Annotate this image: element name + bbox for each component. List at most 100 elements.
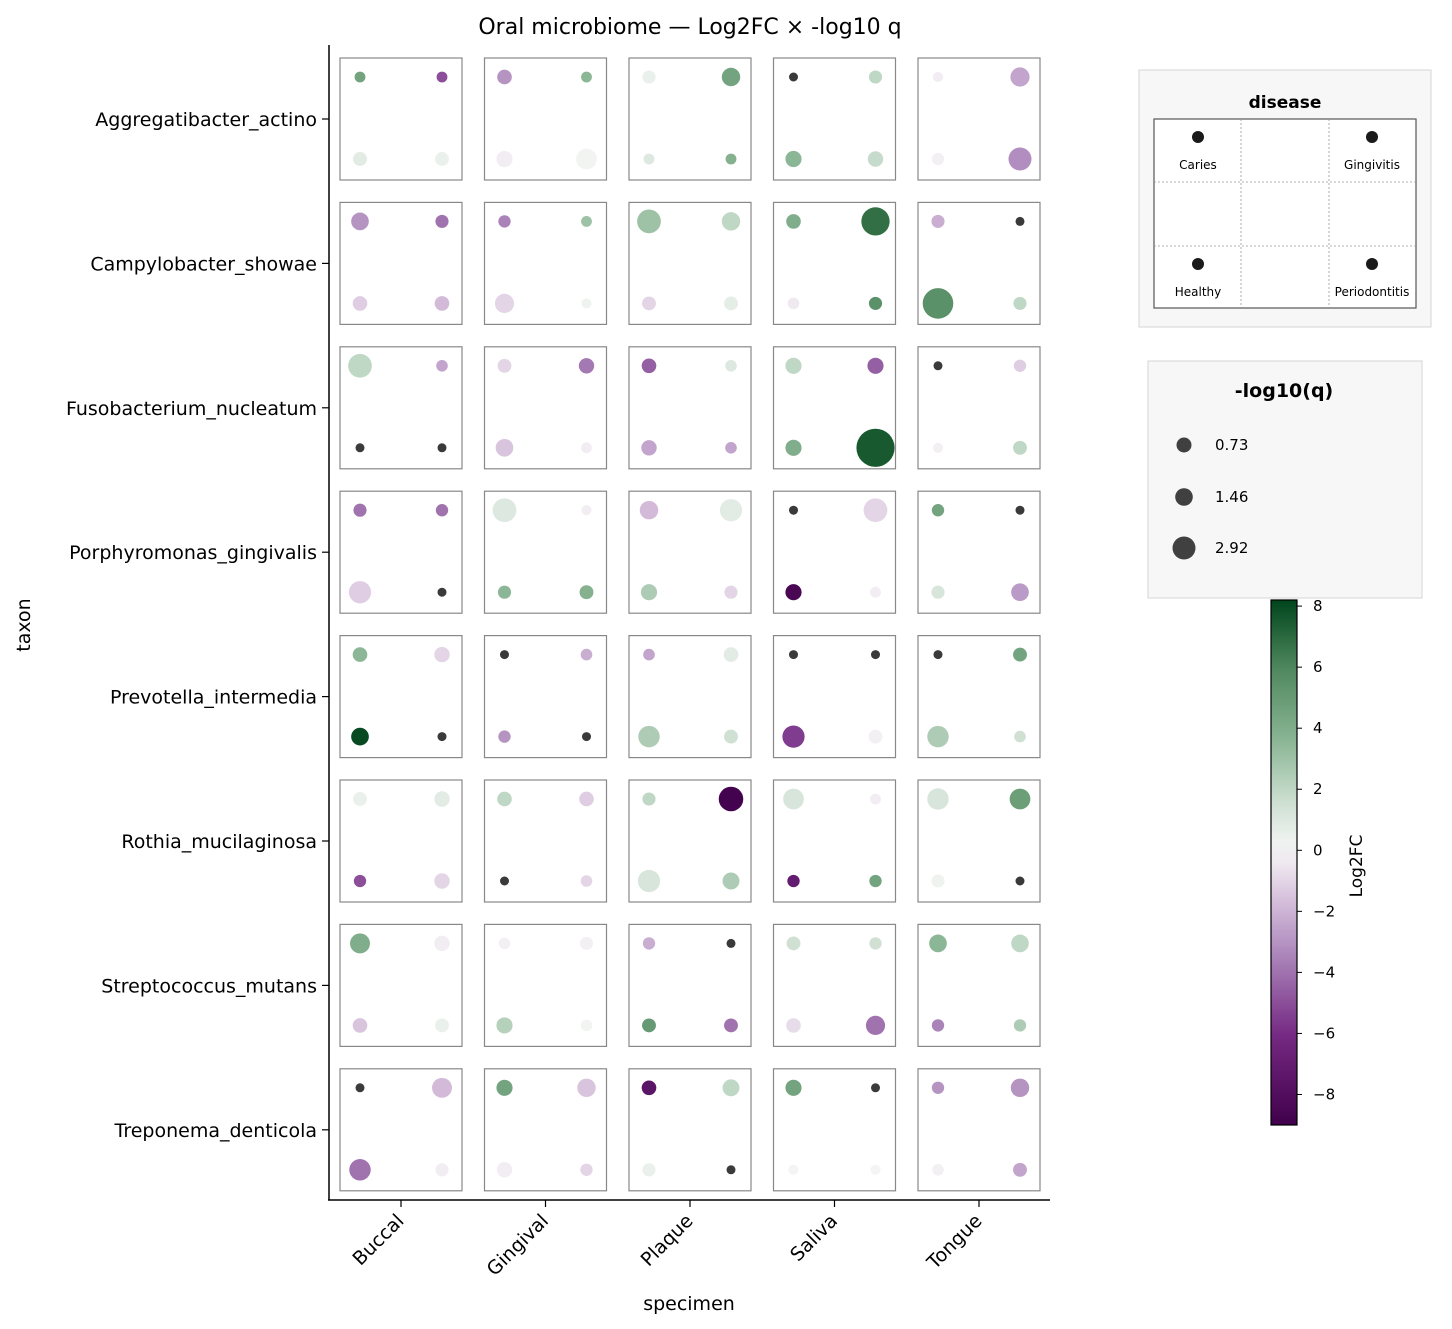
cell-grid xyxy=(339,57,1041,1192)
point-periodontitis xyxy=(724,585,738,599)
cell-Streptococcus_mutans-Tongue xyxy=(917,923,1041,1048)
disease-dot-gingivitis xyxy=(1366,131,1378,143)
point-caries xyxy=(498,215,511,228)
point-periodontitis xyxy=(856,428,895,467)
point-gingivitis xyxy=(863,498,888,523)
point-caries xyxy=(642,937,656,950)
size-legend-frame xyxy=(1147,360,1423,599)
size-legend-label-medium: 1.46 xyxy=(1215,488,1248,506)
y-tick-label: Prevotella_intermedia xyxy=(110,687,317,709)
point-caries xyxy=(354,71,366,83)
point-caries xyxy=(786,936,801,951)
x-axis-label: specimen xyxy=(643,1293,735,1315)
point-gingivitis xyxy=(435,214,449,228)
colorbar-tick-label: 4 xyxy=(1313,719,1323,737)
cell-Streptococcus_mutans-Plaque xyxy=(628,923,752,1048)
point-gingivitis xyxy=(1010,1078,1030,1098)
point-gingivitis xyxy=(436,360,448,372)
point-healthy xyxy=(352,296,368,311)
cell-Porphyromonas_gingivalis-Plaque xyxy=(628,490,752,614)
point-gingivitis xyxy=(1015,505,1025,515)
point-periodontitis xyxy=(722,872,740,890)
point-periodontitis xyxy=(1015,876,1025,886)
point-caries xyxy=(497,791,512,807)
point-caries xyxy=(931,214,945,228)
point-healthy xyxy=(922,288,954,319)
point-gingivitis xyxy=(581,505,592,516)
cell-Campylobacter_showae-Gingival xyxy=(483,201,608,325)
point-gingivitis xyxy=(580,648,593,661)
point-gingivitis xyxy=(579,936,594,950)
cell-Prevotella_intermedia-Gingival xyxy=(483,634,608,759)
point-periodontitis xyxy=(581,442,592,454)
point-periodontitis xyxy=(1014,730,1026,743)
point-periodontitis xyxy=(867,151,884,167)
point-caries xyxy=(932,71,944,83)
point-periodontitis xyxy=(726,1165,736,1175)
point-caries xyxy=(498,937,511,950)
point-caries xyxy=(637,209,661,234)
cell-Prevotella_intermedia-Buccal xyxy=(339,634,463,759)
point-gingivitis xyxy=(581,71,592,83)
point-periodontitis xyxy=(1008,147,1032,171)
point-periodontitis xyxy=(435,152,449,166)
colorbar-tick-label: −8 xyxy=(1313,1085,1335,1103)
point-healthy xyxy=(496,1162,513,1178)
point-healthy xyxy=(637,869,661,893)
point-healthy xyxy=(642,296,656,311)
point-healthy xyxy=(643,153,655,165)
disease-legend-title: disease xyxy=(1249,93,1322,113)
point-caries xyxy=(933,650,943,660)
y-tick-label: Fusobacterium_nucleatum xyxy=(66,398,317,420)
point-gingivitis xyxy=(579,791,594,807)
point-gingivitis xyxy=(1013,647,1027,662)
cell-Streptococcus_mutans-Buccal xyxy=(339,923,463,1048)
point-periodontitis xyxy=(1013,440,1027,455)
point-gingivitis xyxy=(871,650,880,660)
disease-label-gingivitis: Gingivitis xyxy=(1344,158,1400,172)
point-caries xyxy=(931,1081,945,1094)
point-caries xyxy=(639,500,659,520)
point-gingivitis xyxy=(725,360,737,372)
point-healthy xyxy=(494,293,515,313)
point-caries xyxy=(789,72,798,82)
point-periodontitis xyxy=(582,732,591,742)
point-healthy xyxy=(352,1018,368,1033)
cell-Porphyromonas_gingivalis-Saliva xyxy=(772,490,897,614)
point-periodontitis xyxy=(1013,1019,1027,1032)
cell-Aggregatibacter_actino-Gingival xyxy=(483,57,608,181)
y-tick-label: Treponema_denticola xyxy=(114,1120,317,1142)
point-healthy xyxy=(500,876,509,886)
point-healthy xyxy=(788,1164,799,1175)
point-gingivitis xyxy=(870,793,881,805)
point-periodontitis xyxy=(435,1018,449,1033)
point-caries xyxy=(353,503,367,517)
point-periodontitis xyxy=(580,875,593,887)
cell-Campylobacter_showae-Tongue xyxy=(917,201,1041,325)
colorbar-fill xyxy=(1270,599,1298,1126)
point-gingivitis xyxy=(1009,788,1031,810)
cell-Treponema_denticola-Plaque xyxy=(628,1068,752,1192)
cell-Treponema_denticola-Tongue xyxy=(917,1068,1041,1192)
point-healthy xyxy=(351,727,369,746)
axes xyxy=(328,45,1050,1201)
point-periodontitis xyxy=(868,296,883,310)
point-healthy xyxy=(498,730,511,743)
point-caries xyxy=(353,792,367,806)
colorbar-ticks: 8 6 4 2 0 −2 −4 −6 −8 xyxy=(1297,597,1335,1103)
size-legend: -log10(q) 0.73 1.46 2.92 xyxy=(1147,360,1423,599)
point-healthy xyxy=(349,1159,371,1181)
point-periodontitis xyxy=(724,296,738,311)
point-periodontitis xyxy=(724,1018,738,1033)
cell-Campylobacter_showae-Saliva xyxy=(772,201,897,325)
disease-legend-box xyxy=(1153,118,1417,309)
point-caries xyxy=(642,792,656,806)
disease-legend: disease Caries Gingivitis Healthy Period… xyxy=(1138,69,1432,328)
x-tick-label: Saliva xyxy=(786,1210,842,1266)
point-healthy xyxy=(787,297,800,310)
point-healthy xyxy=(931,874,945,888)
disease-dot-periodontitis xyxy=(1366,258,1378,270)
point-periodontitis xyxy=(1011,583,1029,602)
y-tick-label: Porphyromonas_gingivalis xyxy=(69,542,317,564)
